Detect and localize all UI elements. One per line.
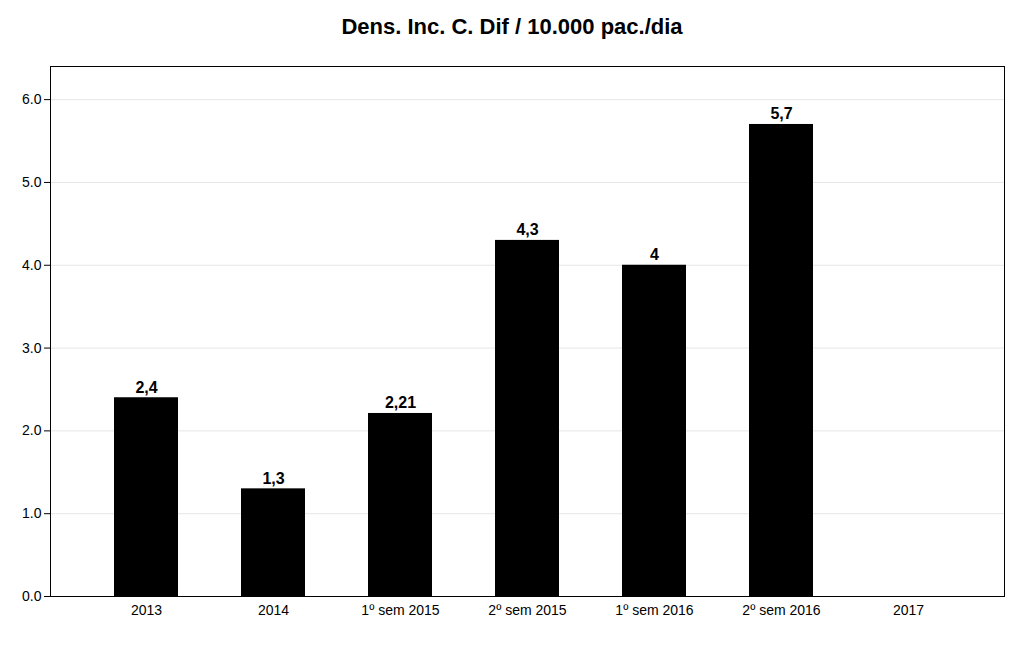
svg-text:2014: 2014 bbox=[258, 602, 289, 618]
html-text:Dens. Inc. C. Dif / 10.000 pac: Dens. Inc. C. Dif / 10.000 pac./dia bbox=[341, 14, 683, 39]
svg-text:4,3: 4,3 bbox=[516, 221, 538, 238]
svg-text:5,7: 5,7 bbox=[770, 105, 792, 122]
svg-text:2º sem 2015: 2º sem 2015 bbox=[488, 602, 566, 618]
svg-text:6.0: 6.0 bbox=[22, 91, 42, 107]
svg-text:1,3: 1,3 bbox=[262, 470, 284, 487]
svg-text:4: 4 bbox=[650, 246, 659, 263]
svg-text:1º sem 2016: 1º sem 2016 bbox=[615, 602, 693, 618]
svg-text:4.0: 4.0 bbox=[22, 257, 42, 273]
svg-text:0.0: 0.0 bbox=[22, 588, 42, 604]
svg-text:2.0: 2.0 bbox=[22, 422, 42, 438]
svg-text:2º sem 2016: 2º sem 2016 bbox=[742, 602, 820, 618]
svg-text:2013: 2013 bbox=[131, 602, 162, 618]
svg-text:1.0: 1.0 bbox=[22, 505, 42, 521]
svg-text:2,4: 2,4 bbox=[135, 379, 157, 396]
svg-text:3.0: 3.0 bbox=[22, 340, 42, 356]
svg-text:5.0: 5.0 bbox=[22, 174, 42, 190]
svg-text:2,21: 2,21 bbox=[385, 394, 416, 411]
svg-text:2017: 2017 bbox=[893, 602, 924, 618]
svg-text:1º sem 2015: 1º sem 2015 bbox=[361, 602, 439, 618]
